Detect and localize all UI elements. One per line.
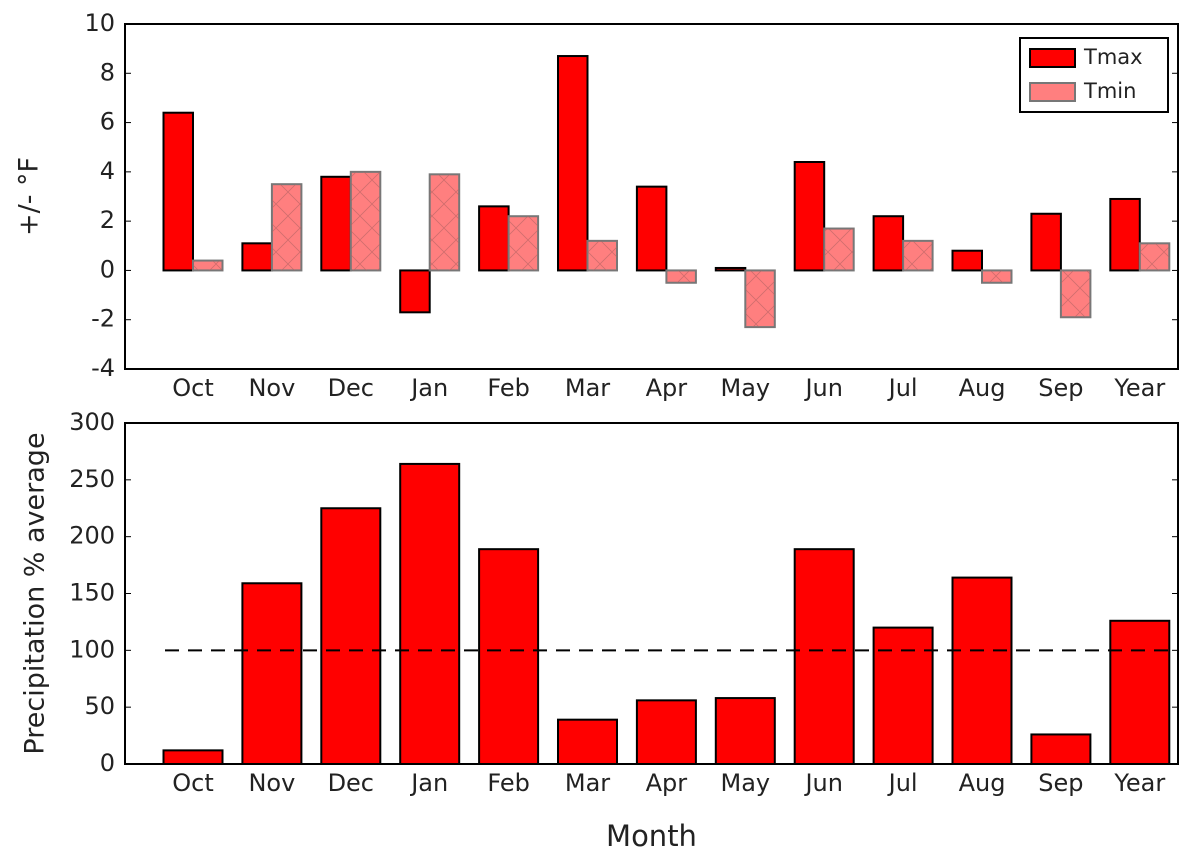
x-tick-label: Oct [172, 769, 214, 797]
y-tick-label: 4 [100, 157, 115, 185]
x-tick-label: Aug [959, 769, 1006, 797]
bar [951, 249, 983, 272]
y-tick-label: 150 [69, 579, 115, 607]
legend-label: Tmax [1083, 45, 1143, 69]
bar-hatch [982, 270, 1012, 283]
plot-frame [124, 422, 1179, 765]
x-tick-label: Jan [409, 374, 448, 402]
bar [1109, 619, 1171, 766]
x-tick-label: Jun [803, 769, 843, 797]
x-tick-label: Dec [328, 769, 374, 797]
bar-hatch [429, 174, 460, 271]
bar-hatch [666, 270, 696, 283]
bar-hatch [903, 240, 933, 271]
legend-swatch [1029, 48, 1076, 68]
x-tick-label: Jun [803, 374, 843, 402]
bar [478, 205, 510, 272]
bar-hatch [1139, 243, 1170, 271]
bar [241, 582, 303, 766]
bar [241, 242, 273, 272]
y-tick-label: -2 [91, 305, 115, 333]
y-tick-label: -4 [91, 354, 115, 382]
x-tick-label: Mar [565, 769, 610, 797]
bar [635, 185, 668, 272]
bar [478, 548, 540, 765]
y-tick-label: 0 [100, 255, 115, 283]
y-axis-label: Precipitation % average [20, 432, 51, 754]
x-tick-label: Aug [959, 374, 1006, 402]
bar-hatch [587, 240, 617, 271]
legend-label: Tmin [1083, 79, 1136, 103]
bar-hatch [824, 228, 854, 271]
bar [162, 749, 224, 765]
y-tick-label: 10 [84, 9, 115, 37]
bar [1030, 212, 1062, 272]
x-tick-label: Apr [646, 374, 688, 402]
bar [714, 266, 747, 272]
x-tick-label: Sep [1038, 374, 1083, 402]
x-tick-label: Year [1113, 769, 1165, 797]
x-tick-label: Year [1113, 374, 1165, 402]
bar [714, 697, 776, 765]
x-tick-label: May [720, 769, 770, 797]
y-tick-label: 8 [100, 58, 115, 86]
x-tick-label: Feb [487, 374, 530, 402]
y-axis-label: +/- °F [14, 157, 45, 236]
bar [793, 548, 855, 765]
x-tick-label: Nov [248, 769, 295, 797]
x-tick-label: Sep [1038, 769, 1083, 797]
legend-swatch [1029, 82, 1076, 102]
bar [1030, 733, 1092, 765]
x-tick-label: Apr [646, 769, 688, 797]
bar [162, 111, 194, 272]
y-tick-label: 250 [69, 465, 115, 493]
bar [399, 462, 461, 765]
y-tick-label: 2 [100, 206, 115, 234]
y-tick-label: 50 [84, 692, 115, 720]
bar-hatch [508, 216, 539, 271]
bar-hatch [271, 184, 302, 271]
x-tick-label: Dec [328, 374, 374, 402]
plot-frame [124, 23, 1179, 370]
y-tick-label: 6 [100, 108, 115, 136]
bar [557, 718, 618, 765]
bar-hatch [193, 260, 223, 271]
bar [557, 55, 589, 272]
bar-hatch [745, 270, 775, 328]
bar-hatch [1060, 270, 1091, 318]
x-axis-label: Month [606, 819, 697, 853]
x-tick-label: May [720, 374, 770, 402]
bar [320, 175, 352, 272]
y-tick-label: 200 [69, 522, 115, 550]
bar [320, 507, 382, 765]
bar [1109, 197, 1141, 272]
y-tick-label: 0 [100, 749, 115, 777]
bar [399, 269, 431, 314]
x-tick-label: Jul [887, 374, 918, 402]
y-tick-label: 300 [69, 408, 115, 436]
y-tick-label: 100 [69, 635, 115, 663]
x-tick-label: Feb [487, 769, 530, 797]
x-tick-label: Jul [887, 769, 918, 797]
bar [951, 576, 1013, 765]
bar [793, 161, 826, 272]
bar-hatch [350, 171, 381, 271]
bar [872, 626, 934, 765]
x-tick-label: Mar [565, 374, 610, 402]
x-tick-label: Jan [409, 769, 448, 797]
x-tick-label: Oct [172, 374, 214, 402]
bar [872, 215, 905, 272]
x-tick-label: Nov [248, 374, 295, 402]
bar [635, 699, 697, 766]
